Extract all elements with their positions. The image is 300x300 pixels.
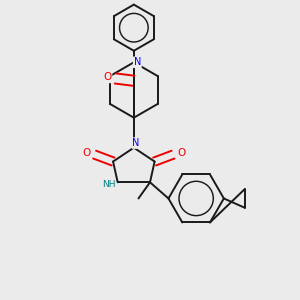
Text: O: O <box>177 148 185 158</box>
Text: O: O <box>103 72 111 82</box>
Text: NH: NH <box>102 180 115 189</box>
Text: N: N <box>134 57 141 67</box>
Text: N: N <box>133 138 140 148</box>
Text: O: O <box>82 148 91 158</box>
